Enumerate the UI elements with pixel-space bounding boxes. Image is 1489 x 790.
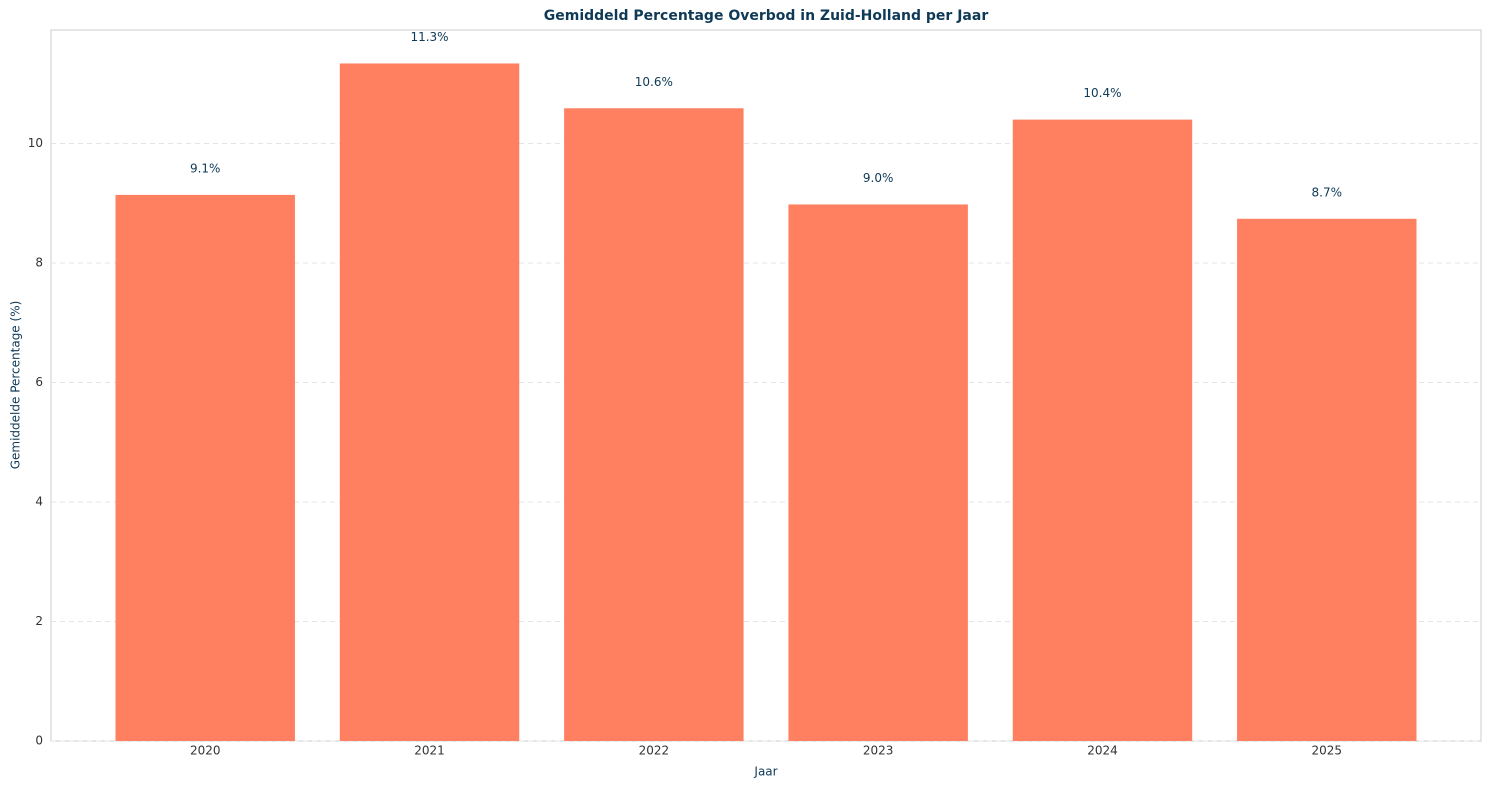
- chart-title: Gemiddeld Percentage Overbod in Zuid-Hol…: [544, 8, 989, 24]
- x-tick-label: 2021: [414, 744, 445, 758]
- value-label: 8.7%: [1312, 185, 1343, 199]
- bar: [788, 204, 968, 741]
- x-tick-label: 2023: [863, 744, 894, 758]
- value-label: 9.0%: [863, 171, 894, 185]
- y-tick-label: 6: [35, 375, 43, 389]
- bar: [1012, 119, 1193, 742]
- x-tick-label: 2022: [639, 744, 670, 758]
- y-tick-label: 8: [35, 256, 43, 270]
- value-label: 10.4%: [1083, 86, 1121, 100]
- bar: [115, 194, 295, 742]
- x-tick-label: 2024: [1087, 744, 1118, 758]
- y-tick-label: 10: [28, 136, 43, 150]
- y-tick-label: 0: [35, 734, 43, 748]
- value-label: 9.1%: [190, 161, 221, 175]
- x-tick-label: 2025: [1312, 744, 1343, 758]
- y-tick-label: 2: [35, 614, 43, 628]
- y-tick-label: 4: [35, 495, 43, 509]
- value-label: 10.6%: [635, 75, 673, 89]
- y-axis-label: Gemiddelde Percentage (%): [9, 301, 23, 470]
- bar: [1237, 218, 1417, 742]
- value-label: 11.3%: [410, 30, 448, 44]
- bar: [564, 108, 744, 741]
- x-tick-label: 2020: [190, 744, 221, 758]
- bar: [339, 63, 520, 742]
- x-axis-label: Jaar: [753, 765, 777, 779]
